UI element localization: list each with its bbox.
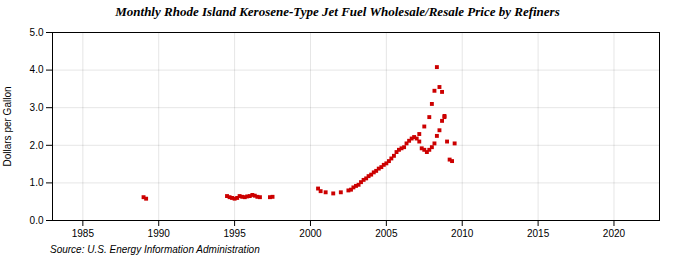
svg-text:2000: 2000 [299, 228, 322, 239]
svg-text:5.0: 5.0 [30, 27, 44, 38]
svg-text:2010: 2010 [451, 228, 474, 239]
svg-text:1985: 1985 [72, 228, 95, 239]
svg-text:2.0: 2.0 [30, 140, 44, 151]
svg-text:1990: 1990 [148, 228, 171, 239]
svg-text:2015: 2015 [527, 228, 550, 239]
svg-text:3.0: 3.0 [30, 102, 44, 113]
svg-text:2020: 2020 [603, 228, 626, 239]
svg-text:2005: 2005 [375, 228, 398, 239]
svg-text:1995: 1995 [223, 228, 246, 239]
html-text:Source: U.S. Energy Informatio: Source: U.S. Energy Information Administ… [50, 244, 260, 255]
svg-text:4.0: 4.0 [30, 64, 44, 75]
svg-text:Dollars per Gallon: Dollars per Gallon [2, 86, 13, 166]
svg-text:0.0: 0.0 [30, 215, 44, 226]
html-text:Monthly Rhode Island Kerosene-: Monthly Rhode Island Kerosene-Type Jet F… [115, 4, 560, 19]
svg-text:1.0: 1.0 [30, 177, 44, 188]
